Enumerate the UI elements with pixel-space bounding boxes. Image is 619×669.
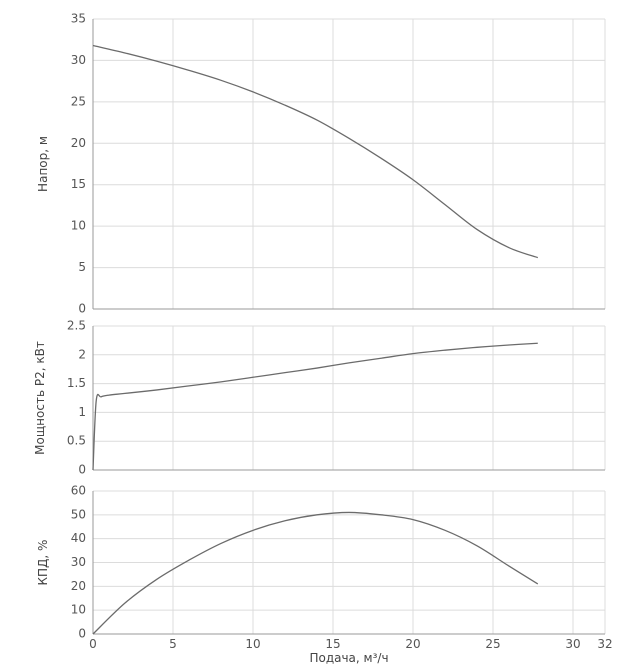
series-line-2-1 [92, 342, 538, 471]
x-tick-label: 32 [597, 637, 612, 651]
y-tick-label: 0 [78, 302, 86, 316]
y-tick-label: 20 [71, 136, 86, 150]
y-tick-label: 0.5 [67, 434, 86, 448]
y-tick-label: 0 [78, 627, 86, 641]
y-tick-label: 15 [71, 177, 86, 191]
y-tick-label: 2 [78, 347, 86, 361]
y-tick-label: 2.5 [67, 319, 86, 333]
y-tick-label: 5 [78, 260, 86, 274]
y-axis-label: Мощность P2, кВт [33, 341, 47, 455]
y-axis-label: КПД, % [36, 540, 50, 586]
y-tick-label: 60 [71, 484, 86, 498]
y-tick-label: 30 [71, 53, 86, 67]
x-tick-label: 0 [89, 637, 97, 651]
y-tick-label: 30 [71, 555, 86, 569]
series-line-1-1 [92, 44, 539, 259]
x-tick-label: 5 [169, 637, 177, 651]
x-tick-label: 15 [325, 637, 340, 651]
y-tick-label: 40 [71, 531, 86, 545]
x-tick-label: 20 [405, 637, 420, 651]
y-tick-label: 1.5 [67, 376, 86, 390]
x-tick-label: 10 [245, 637, 260, 651]
panel-3: 0 10 20 30 40 50 60 КПД, % 0 5 10 15 20 25 30 32 Подача,… [36, 484, 613, 666]
x-tick-label: 30 [565, 637, 580, 651]
y-tick-label: 20 [71, 579, 86, 593]
y-tick-label: 25 [71, 94, 86, 108]
y-tick-label: 35 [71, 12, 86, 26]
y-tick-label: 50 [71, 507, 86, 521]
x-tick-label: 25 [485, 637, 500, 651]
y-tick-label: 10 [71, 603, 86, 617]
y-tick-label: 1 [78, 405, 86, 419]
x-axis-label: Подача, м³/ч [309, 651, 388, 665]
y-tick-label: 10 [71, 219, 86, 233]
panel-1: 0 5 10 15 20 25 30 35 Напор, м [36, 12, 606, 316]
series-line-3-1 [92, 511, 539, 635]
panel-2: 0 0.5 1 1.5 2 2.5 Мощность P2, кВт [33, 319, 606, 477]
y-axis-label: Напор, м [36, 136, 50, 192]
y-tick-label: 0 [78, 463, 86, 477]
